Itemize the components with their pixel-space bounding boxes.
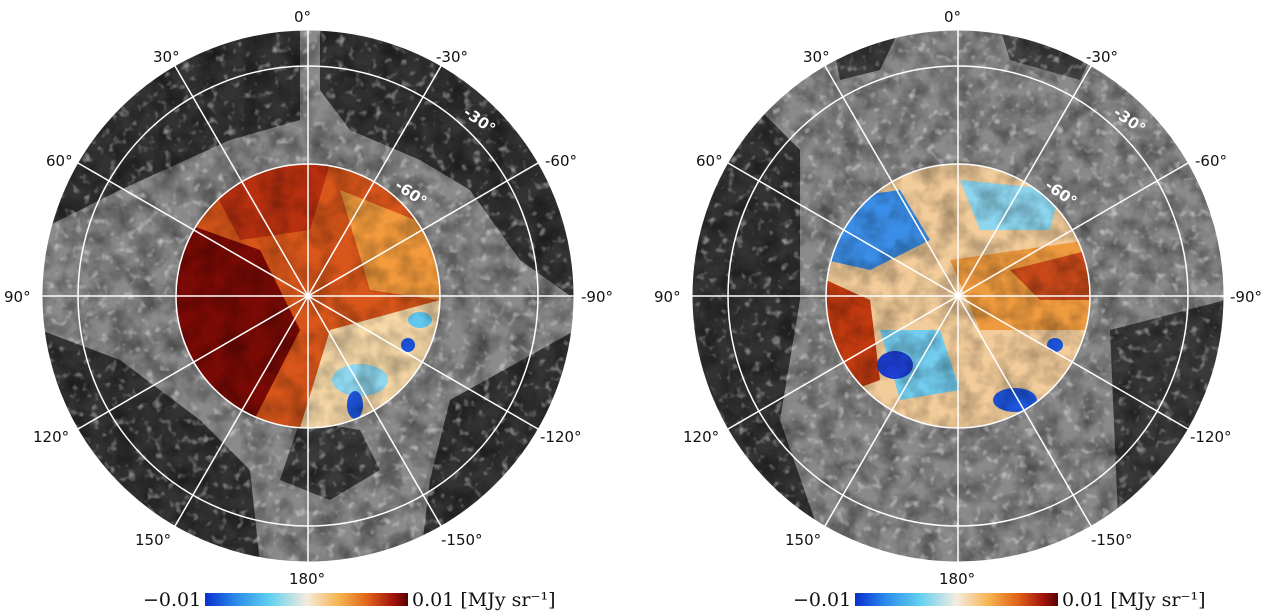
right-lon-120: 120° — [683, 428, 719, 446]
left-lon-60: 60° — [46, 152, 73, 170]
left-lon-150: 150° — [135, 531, 171, 549]
left-lon-minus90: -90° — [581, 288, 613, 306]
right-colorbar: −0.01 0.01 [MJy sr⁻¹] — [793, 589, 1206, 611]
left-lon-minus120: -120° — [540, 428, 582, 446]
right-lon-0: 0° — [944, 8, 961, 26]
right-lon-90: 90° — [654, 288, 681, 306]
left-colorbar-min: −0.01 — [143, 589, 201, 611]
right-colorbar-gradient — [855, 593, 1058, 606]
left-lon-30: 30° — [153, 48, 180, 66]
left-colorbar: −0.01 0.01 [MJy sr⁻¹] — [143, 589, 556, 611]
left-colorbar-gradient — [205, 593, 408, 606]
right-map-panel: 0° 30° -30° 60° -60° 90° -90° 120° -120°… — [654, 8, 1262, 611]
right-lon-minus90: -90° — [1230, 288, 1262, 306]
right-graticule — [691, 29, 1225, 563]
right-lon-minus30: -30° — [1086, 48, 1118, 66]
right-lon-minus120: -120° — [1190, 428, 1232, 446]
left-lon-120: 120° — [33, 428, 69, 446]
left-lon-minus60: -60° — [545, 152, 577, 170]
right-colorbar-max: 0.01 [MJy sr⁻¹] — [1062, 589, 1206, 611]
left-lon-minus30: -30° — [436, 48, 468, 66]
right-lon-60: 60° — [696, 152, 723, 170]
left-map-panel: 0° 30° -30° 60° -60° 90° -90° 120° -120°… — [4, 8, 613, 611]
left-longitude-labels: 0° 30° -30° 60° -60° 90° -90° 120° -120°… — [4, 8, 613, 588]
right-lon-150: 150° — [785, 531, 821, 549]
left-colorbar-max: 0.01 [MJy sr⁻¹] — [412, 589, 556, 611]
left-graticule — [41, 29, 575, 563]
right-lon-180: 180° — [939, 570, 975, 588]
right-colorbar-min: −0.01 — [793, 589, 851, 611]
right-lon-minus60: -60° — [1195, 152, 1227, 170]
left-lon-0: 0° — [294, 8, 311, 26]
right-lon-minus150: -150° — [1091, 531, 1133, 549]
left-lon-180: 180° — [289, 570, 325, 588]
left-lon-90: 90° — [4, 288, 31, 306]
right-lon-30: 30° — [803, 48, 830, 66]
left-lon-minus150: -150° — [441, 531, 483, 549]
right-longitude-labels: 0° 30° -30° 60° -60° 90° -90° 120° -120°… — [654, 8, 1262, 588]
